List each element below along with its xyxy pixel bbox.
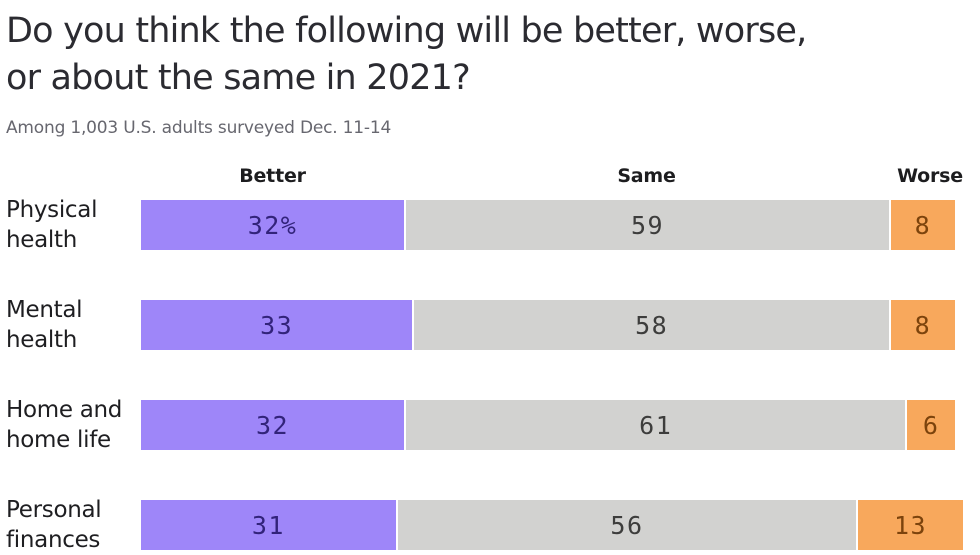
segment-better: 32% bbox=[141, 200, 405, 250]
bar-row: Physical health 32% 59 8 bbox=[6, 195, 980, 255]
chart-title-line-1: Do you think the following will be bette… bbox=[6, 11, 807, 51]
segment-worse: 8 bbox=[889, 300, 955, 350]
category-label: Personal finances bbox=[6, 497, 102, 553]
series-header-row: Better Same Worse bbox=[6, 163, 980, 189]
value-label: 32 bbox=[255, 410, 290, 440]
value-label: 56 bbox=[610, 510, 644, 540]
value-label: 8 bbox=[914, 210, 932, 240]
value-label: 13 bbox=[894, 510, 928, 540]
series-header-same: Same bbox=[617, 165, 676, 187]
segment-better: 33 bbox=[141, 300, 413, 350]
bar-row: Mental health 33 58 8 bbox=[6, 295, 980, 355]
segment-better: 32 bbox=[141, 400, 405, 450]
chart-title-line-2: or about the same in 2021? bbox=[6, 58, 471, 98]
value-label: 33 bbox=[260, 310, 294, 340]
segment-same: 58 bbox=[412, 300, 889, 350]
bar-track: 32% 59 8 bbox=[141, 200, 963, 250]
category-label: Mental health bbox=[6, 297, 83, 353]
segment-worse: 8 bbox=[889, 200, 955, 250]
value-label: 59 bbox=[630, 210, 665, 240]
value-label: 61 bbox=[639, 410, 673, 440]
series-headers: Better Same Worse bbox=[141, 163, 963, 189]
stacked-bar-chart: Better Same Worse Physical health 32% 59 8 M… bbox=[6, 163, 980, 555]
segment-same: 59 bbox=[404, 200, 889, 250]
segment-same: 56 bbox=[395, 500, 857, 550]
bar-row: Personal finances 31 56 13 bbox=[6, 495, 980, 555]
segment-better: 31 bbox=[141, 500, 396, 550]
category-label: Home and home life bbox=[6, 397, 123, 453]
value-label: 58 bbox=[635, 310, 669, 340]
segment-worse: 6 bbox=[905, 400, 955, 450]
bar-track: 31 56 13 bbox=[141, 500, 963, 550]
bar-track: 33 58 8 bbox=[141, 300, 963, 350]
value-label: 31 bbox=[251, 510, 285, 540]
chart-subtitle: Among 1,003 U.S. adults surveyed Dec. 11… bbox=[6, 118, 392, 138]
value-label: 6 bbox=[922, 410, 940, 440]
bar-row: Home and home life 32 61 6 bbox=[6, 395, 980, 455]
segment-worse: 13 bbox=[856, 500, 963, 550]
chart-title: Do you think the following will be bette… bbox=[6, 8, 980, 102]
segment-same: 61 bbox=[404, 400, 906, 450]
bar-rows: Physical health 32% 59 8 Mental health 33 58 8 H… bbox=[6, 195, 980, 555]
value-label: 8 bbox=[914, 310, 932, 340]
header-spacer bbox=[6, 163, 141, 189]
series-header-better: Better bbox=[239, 165, 306, 187]
bar-track: 32 61 6 bbox=[141, 400, 963, 450]
category-label: Physical health bbox=[6, 197, 98, 253]
series-header-worse: Worse bbox=[897, 165, 963, 187]
value-label: 32% bbox=[247, 210, 298, 240]
